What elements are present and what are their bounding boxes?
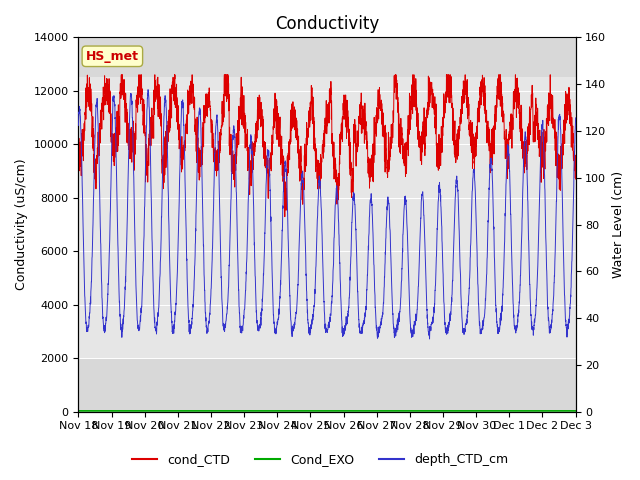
Y-axis label: Conductivity (uS/cm): Conductivity (uS/cm) xyxy=(15,159,28,290)
Y-axis label: Water Level (cm): Water Level (cm) xyxy=(612,171,625,278)
Title: Conductivity: Conductivity xyxy=(275,15,379,33)
Legend: cond_CTD, Cond_EXO, depth_CTD_cm: cond_CTD, Cond_EXO, depth_CTD_cm xyxy=(127,448,513,471)
Bar xyxy=(79,77,575,358)
Text: HS_met: HS_met xyxy=(86,50,139,63)
